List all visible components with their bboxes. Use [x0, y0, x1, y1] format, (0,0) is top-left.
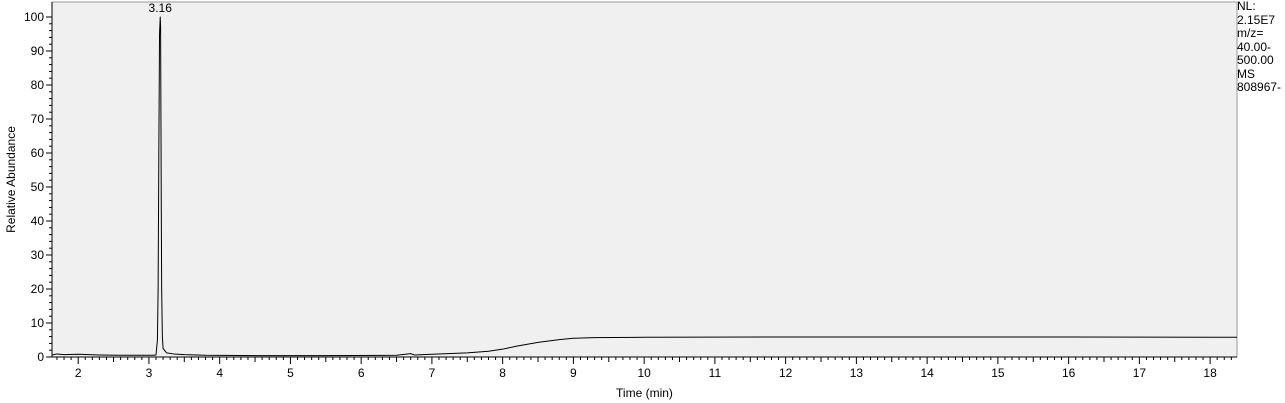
y-tick-label: 70: [31, 112, 45, 126]
peak-label: 3.16: [149, 1, 173, 15]
labels-layer: 0 10 20 30 40 50 60 70 80 90 100 2 3 4 5 6 7 8 9 10 11 12 13 14…: [24, 1, 1217, 380]
y-tick-label: 100: [24, 10, 44, 24]
x-tick-label: 7: [429, 366, 436, 380]
scan-info-note: NL: 2.15E7 m/z= 40.00- 500.00 MS 808967-: [1237, 0, 1285, 95]
x-tick-label: 2: [75, 366, 82, 380]
series-line: [51, 16, 1237, 357]
scan-info-line: 40.00-: [1237, 39, 1272, 54]
plot-area: [51, 1, 1238, 358]
x-tick-label: 9: [570, 366, 577, 380]
x-tick-label: 13: [850, 366, 864, 380]
y-tick-label: 10: [31, 316, 45, 330]
y-tick-label: 80: [31, 78, 45, 92]
y-tick-label: 40: [31, 214, 45, 228]
y-axis-title: Relative Abundance: [4, 126, 18, 233]
x-tick-label: 11: [709, 366, 722, 380]
x-tick-label: 16: [1062, 366, 1076, 380]
y-tick-label: 50: [31, 180, 45, 194]
x-tick-label: 5: [287, 366, 294, 380]
y-tick-label: 60: [31, 146, 45, 160]
x-tick-label: 4: [216, 366, 223, 380]
y-tick-label: 0: [37, 350, 44, 364]
x-tick-label: 6: [358, 366, 365, 380]
scan-info-line: 2.15E7: [1237, 12, 1276, 27]
x-tick-label: 10: [637, 366, 651, 380]
axes-layer: [46, 2, 1237, 364]
x-tick-label: 14: [920, 366, 934, 380]
x-tick-label: 12: [779, 366, 793, 380]
x-tick-label: 15: [991, 366, 1005, 380]
y-tick-label: 90: [31, 44, 45, 58]
y-tick-label: 30: [31, 248, 45, 262]
x-tick-label: 18: [1203, 366, 1217, 380]
scan-info-line: m/z=: [1237, 26, 1264, 40]
scan-info-line: MS: [1237, 66, 1255, 81]
scan-info-line: NL:: [1237, 0, 1256, 13]
scan-info-line: 500.00: [1237, 53, 1274, 67]
x-axis-title: Time (min): [616, 386, 673, 400]
x-tick-label: 8: [499, 366, 506, 380]
scan-info-line: 808967-: [1237, 80, 1282, 94]
x-tick-label: 17: [1133, 366, 1147, 380]
series-layer: [51, 16, 1237, 357]
y-tick-label: 20: [31, 282, 45, 296]
x-tick-label: 3: [146, 366, 153, 380]
